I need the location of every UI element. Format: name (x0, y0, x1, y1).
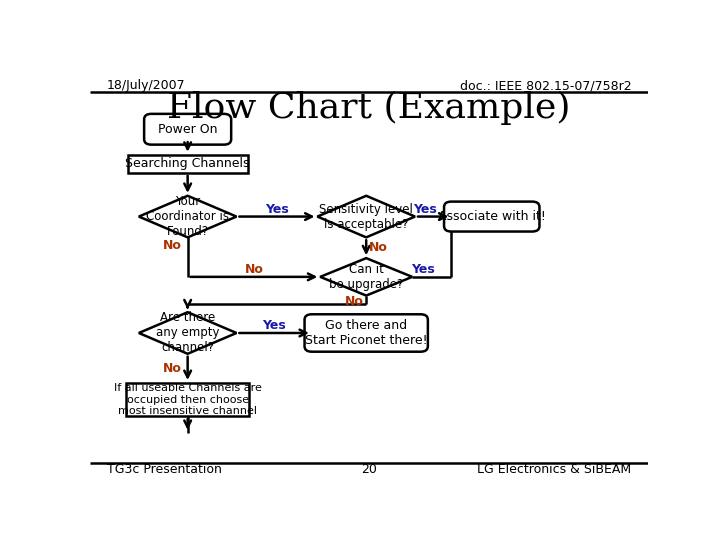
Text: Yes: Yes (412, 263, 436, 276)
Text: doc.: IEEE 802.15-07/758r2: doc.: IEEE 802.15-07/758r2 (459, 79, 631, 92)
Polygon shape (318, 196, 415, 238)
Text: 18/July/2007: 18/July/2007 (107, 79, 185, 92)
Text: No: No (369, 241, 388, 254)
Text: No: No (163, 239, 181, 252)
Text: Yes: Yes (265, 202, 289, 215)
FancyBboxPatch shape (144, 114, 231, 145)
Text: Sensitivity level
is acceptable?: Sensitivity level is acceptable? (319, 202, 413, 231)
Text: Searching Channels: Searching Channels (125, 157, 250, 170)
Text: TG3c Presentation: TG3c Presentation (107, 463, 222, 476)
Polygon shape (139, 312, 236, 354)
Text: LG Electronics & SiBEAM: LG Electronics & SiBEAM (477, 463, 631, 476)
Text: Power On: Power On (158, 123, 217, 136)
Polygon shape (139, 196, 236, 238)
Text: Can it
be upgrade?: Can it be upgrade? (329, 263, 403, 291)
FancyBboxPatch shape (305, 314, 428, 352)
Text: No: No (163, 362, 181, 375)
Text: Go there and
Start Piconet there!: Go there and Start Piconet there! (305, 319, 428, 347)
FancyBboxPatch shape (444, 201, 539, 232)
Text: Yes: Yes (262, 319, 286, 332)
Bar (126, 383, 249, 416)
Text: Flow Chart (Example): Flow Chart (Example) (167, 91, 571, 125)
Text: Your
Coordinator is
Found?: Your Coordinator is Found? (146, 195, 229, 238)
Polygon shape (320, 258, 413, 295)
Text: Are there
any empty
channel?: Are there any empty channel? (156, 312, 220, 354)
Text: 20: 20 (361, 463, 377, 476)
Text: Yes: Yes (413, 202, 437, 215)
Text: No: No (245, 263, 264, 276)
Bar (127, 154, 248, 173)
Text: Associate with it!: Associate with it! (438, 210, 546, 223)
Text: If all useable Channels are
occupied then choose
most insensitive channel: If all useable Channels are occupied the… (114, 383, 261, 416)
Text: No: No (344, 295, 364, 308)
